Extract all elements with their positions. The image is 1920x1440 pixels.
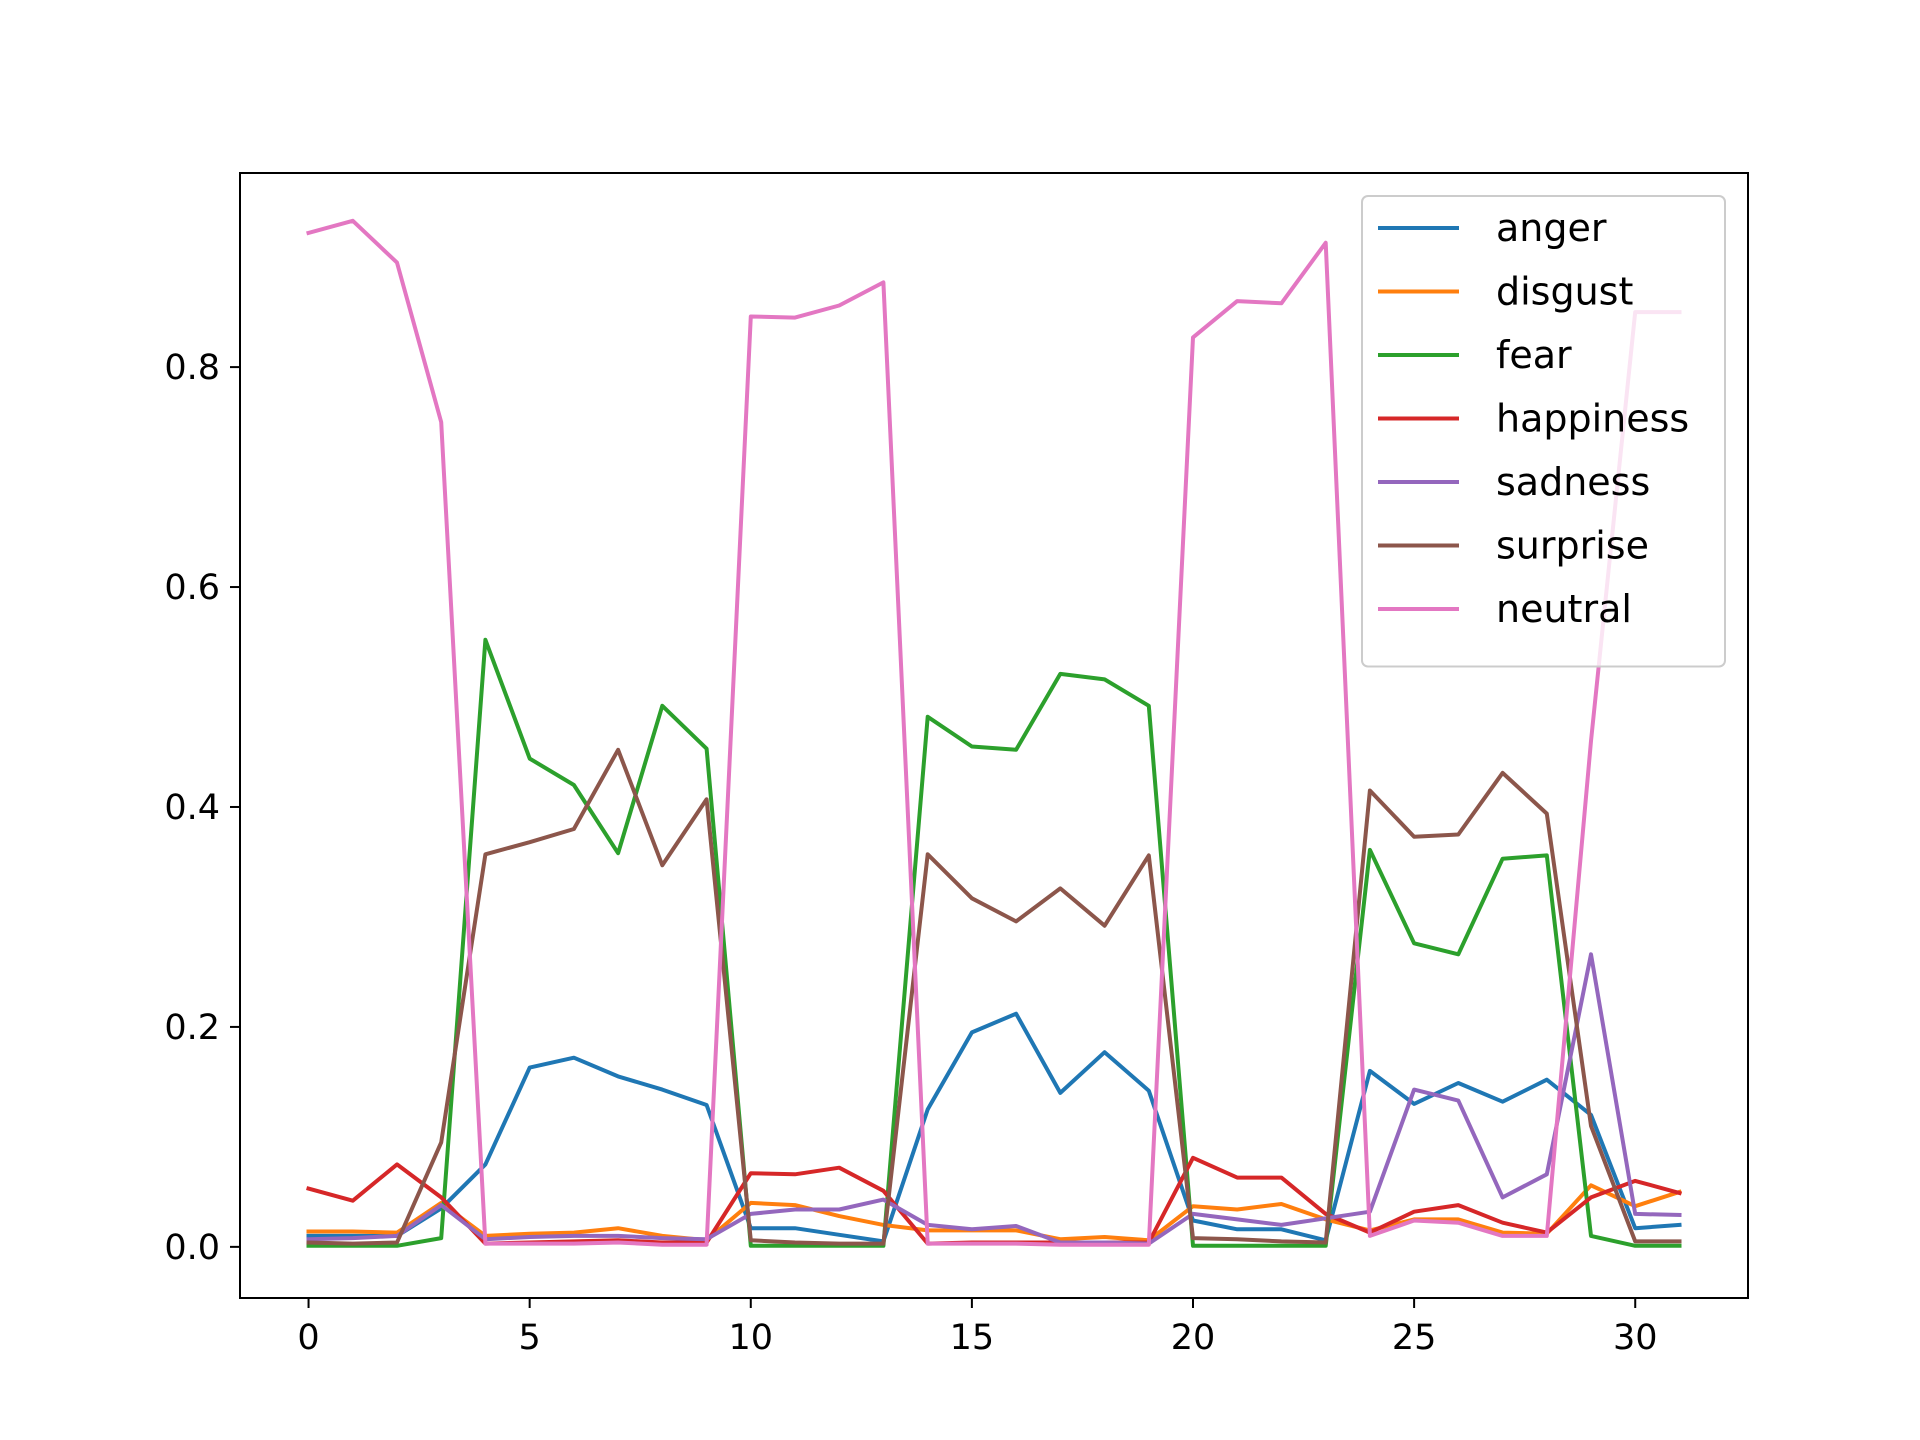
y-tick-label: 0.8: [164, 348, 220, 388]
plot-area: [239, 172, 1749, 1299]
series-line-surprise: [306, 747, 1682, 1246]
x-axis: 0 5 10 15 20 25 30: [297, 1298, 1658, 1358]
series-lines: [306, 218, 1683, 1248]
x-tick-label: 10: [729, 1318, 774, 1358]
legend-label-surprise: surprise: [1496, 524, 1649, 568]
x-tick-label: 30: [1613, 1318, 1658, 1358]
x-tick-label: 25: [1392, 1318, 1437, 1358]
x-tick-label: 20: [1171, 1318, 1216, 1358]
legend-label-happiness: happiness: [1496, 397, 1689, 441]
legend-label-fear: fear: [1496, 333, 1572, 377]
x-tick-label: 0: [297, 1318, 319, 1358]
legend-label-sadness: sadness: [1496, 460, 1650, 504]
legend-box: [1361, 195, 1726, 668]
legend-label-disgust: disgust: [1496, 270, 1633, 314]
series-line-anger: [306, 1011, 1682, 1244]
y-tick-label: 0.6: [164, 568, 220, 608]
legend-label-neutral: neutral: [1496, 587, 1632, 631]
series-line-sadness: [306, 952, 1682, 1246]
plot-frame: [239, 172, 1749, 1299]
legend: anger disgust fear happiness sadness surprise…: [1361, 195, 1726, 668]
y-tick-label: 0.4: [164, 788, 220, 828]
series-line-fear: [306, 637, 1682, 1248]
x-tick-label: 5: [519, 1318, 541, 1358]
y-axis: 0.0 0.2 0.4 0.6 0.8: [164, 348, 240, 1268]
x-tick-label: 15: [950, 1318, 995, 1358]
series-line-disgust: [306, 1183, 1683, 1243]
legend-label-anger: anger: [1496, 206, 1607, 250]
series-line-neutral: [306, 218, 1682, 1247]
y-tick-label: 0.0: [164, 1228, 220, 1268]
y-tick-label: 0.2: [164, 1008, 220, 1048]
